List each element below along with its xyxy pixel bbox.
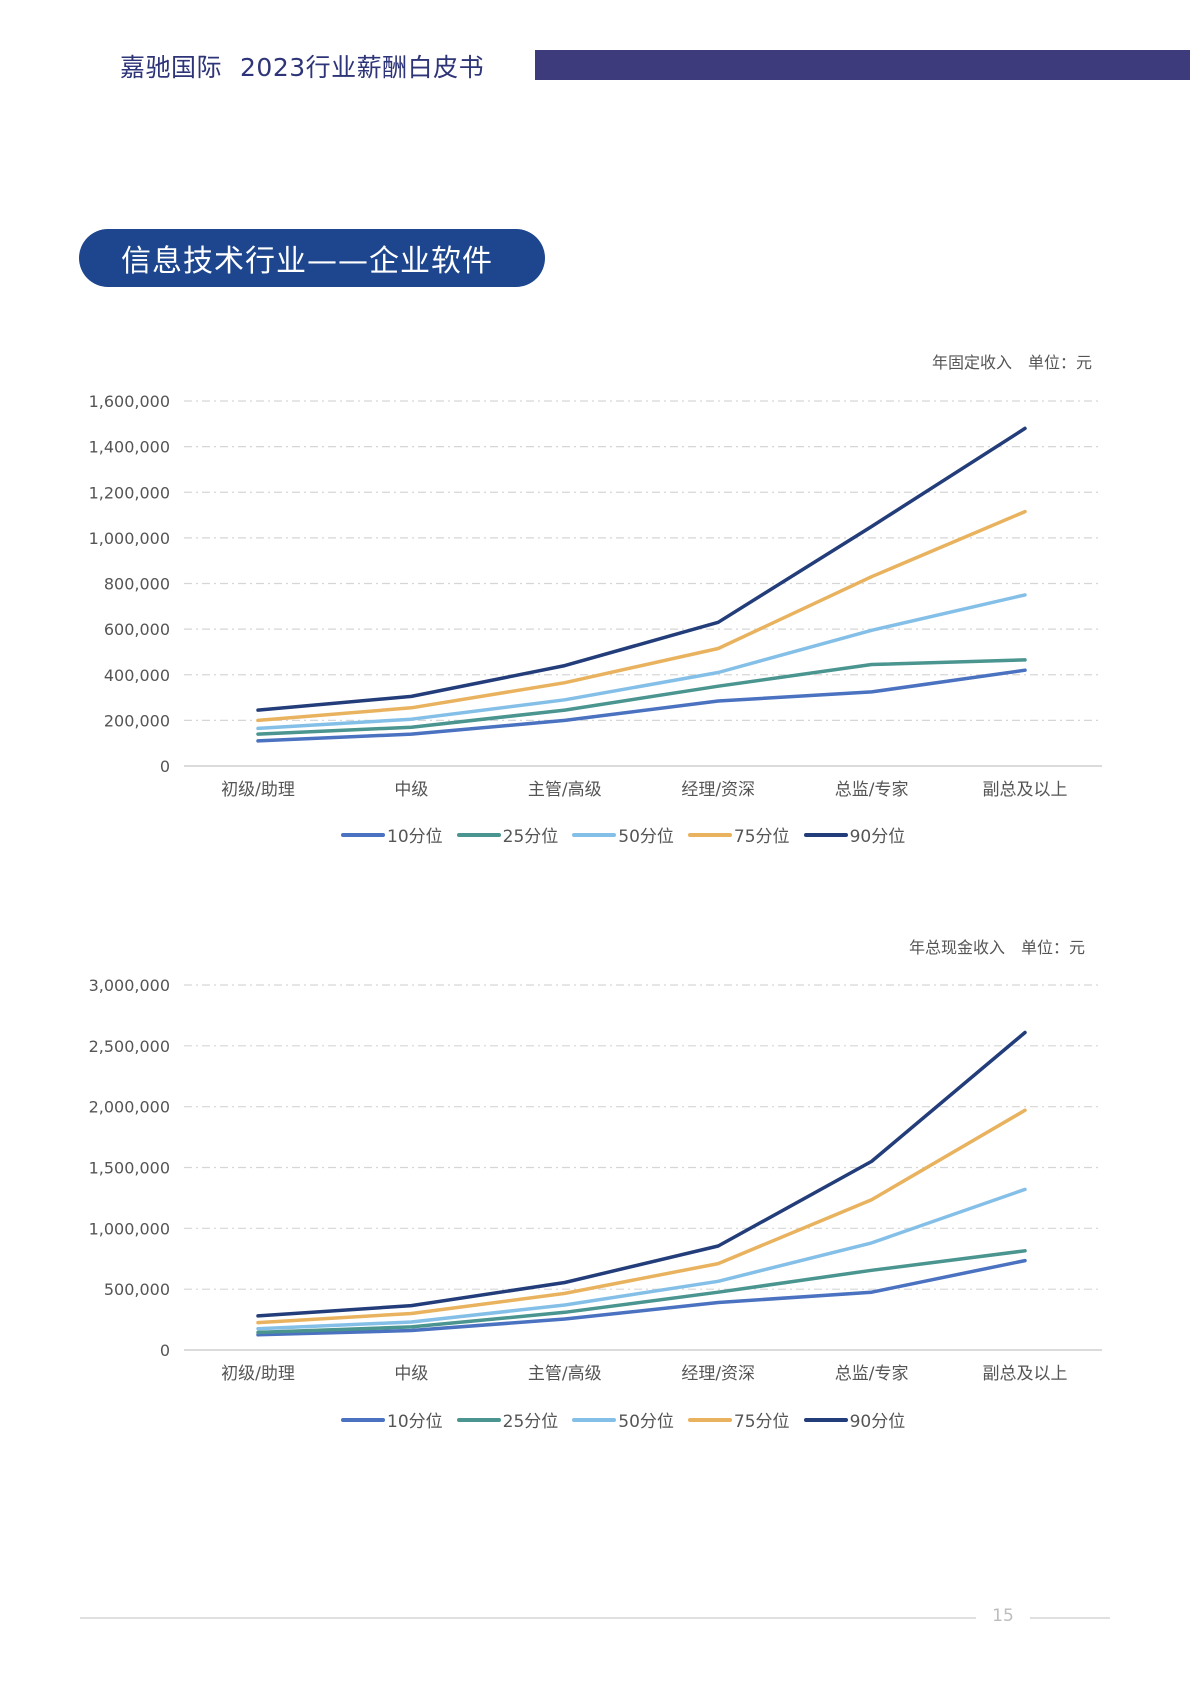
legend-item: 90分位 bbox=[803, 1407, 906, 1432]
section-title: 信息技术行业——企业软件 bbox=[121, 244, 493, 279]
line-chart: 0 200,000 400,000 600,000 800,000 1,000,000 1,… bbox=[89, 392, 1102, 800]
y-tick-label: 1,000,000 bbox=[89, 1219, 170, 1238]
legend-swatch bbox=[687, 1417, 732, 1422]
y-tick-label: 3,000,000 bbox=[89, 976, 170, 995]
x-tick-label: 副总及以上 bbox=[983, 1364, 1068, 1384]
y-tick-label: 0 bbox=[160, 1341, 170, 1360]
series-line-25分位 bbox=[256, 1249, 1027, 1335]
legend-swatch bbox=[803, 832, 848, 837]
chart-legend: 10分位 25分位 50分位 75分位 90分位 bbox=[341, 1407, 919, 1432]
legend-swatch bbox=[687, 832, 732, 837]
legend-label: 50分位 bbox=[618, 1412, 674, 1432]
legend-item: 50分位 bbox=[572, 822, 674, 847]
legend-label: 10分位 bbox=[387, 827, 443, 847]
y-tick-label: 1,400,000 bbox=[89, 438, 170, 457]
y-tick-label: 1,000,000 bbox=[89, 529, 170, 548]
x-tick-label: 副总及以上 bbox=[983, 780, 1068, 800]
series-line-10分位 bbox=[256, 668, 1027, 743]
x-tick-label: 主管/高级 bbox=[528, 1364, 602, 1384]
series-line-75分位 bbox=[256, 1108, 1027, 1325]
x-tick-label: 经理/资深 bbox=[681, 780, 755, 800]
unit-label: 单位：元 bbox=[1021, 938, 1086, 957]
legend-label: 25分位 bbox=[502, 827, 559, 847]
series-line-25分位 bbox=[256, 658, 1027, 736]
series-line-10分位 bbox=[256, 1258, 1027, 1337]
legend-swatch bbox=[341, 1417, 385, 1422]
x-tick-label: 中级 bbox=[394, 780, 428, 800]
y-tick-label: 400,000 bbox=[104, 666, 170, 685]
legend-item: 75分位 bbox=[687, 1407, 790, 1432]
y-tick-label: 2,500,000 bbox=[89, 1037, 170, 1056]
y-tick-label: 800,000 bbox=[104, 575, 170, 594]
unit-label: 单位：元 bbox=[1028, 353, 1093, 372]
legend-label: 25分位 bbox=[502, 1412, 559, 1432]
x-tick-label: 主管/高级 bbox=[528, 780, 602, 800]
brand-name: 嘉驰国际 bbox=[120, 53, 223, 82]
x-tick-label: 中级 bbox=[394, 1364, 428, 1384]
footer-divider bbox=[1030, 1617, 1110, 1619]
chart-title: 年固定收入 bbox=[932, 353, 1013, 372]
header-brand: 嘉驰国际 2023行业薪酬白皮书 bbox=[120, 48, 502, 84]
legend-label: 90分位 bbox=[849, 827, 906, 847]
footer-divider bbox=[80, 1617, 976, 1619]
x-tick-label: 初级/助理 bbox=[221, 1364, 295, 1384]
section-title-pill: 信息技术行业——企业软件 bbox=[79, 229, 545, 287]
y-tick-label: 1,200,000 bbox=[89, 483, 170, 502]
y-tick-label: 600,000 bbox=[104, 620, 170, 639]
y-tick-label: 200,000 bbox=[104, 711, 170, 730]
legend-swatch bbox=[341, 832, 385, 837]
series-line-90分位 bbox=[256, 426, 1027, 712]
series-line-50分位 bbox=[256, 1187, 1027, 1331]
legend-item: 10分位 bbox=[341, 822, 443, 847]
y-tick-label: 0 bbox=[160, 757, 170, 776]
chart-title: 年总现金收入 bbox=[909, 938, 1006, 957]
x-tick-label: 总监/专家 bbox=[835, 780, 909, 800]
chart-unit-label: 年总现金收入 单位：元 bbox=[909, 934, 1085, 958]
line-chart: 0 500,000 1,000,000 1,500,000 2,000,000 2,500… bbox=[89, 976, 1102, 1384]
legend-swatch bbox=[456, 1417, 501, 1422]
legend-swatch bbox=[572, 832, 617, 837]
legend-swatch bbox=[456, 832, 501, 837]
legend-swatch bbox=[572, 1417, 617, 1422]
legend-label: 75分位 bbox=[733, 1412, 790, 1432]
header-bar bbox=[535, 50, 1190, 80]
legend-swatch bbox=[803, 1417, 848, 1422]
legend-label: 50分位 bbox=[618, 827, 674, 847]
series-line-90分位 bbox=[256, 1030, 1027, 1318]
legend-label: 10分位 bbox=[387, 1412, 443, 1432]
legend-item: 50分位 bbox=[572, 1407, 674, 1432]
report-title: 2023行业薪酬白皮书 bbox=[240, 53, 485, 82]
x-tick-label: 经理/资深 bbox=[681, 1364, 755, 1384]
y-tick-label: 500,000 bbox=[104, 1280, 170, 1299]
legend-item: 25分位 bbox=[456, 822, 559, 847]
y-tick-label: 1,500,000 bbox=[89, 1159, 170, 1178]
series-line-50分位 bbox=[256, 593, 1027, 731]
x-tick-label: 总监/专家 bbox=[835, 1364, 909, 1384]
legend-item: 90分位 bbox=[803, 822, 906, 847]
legend-item: 75分位 bbox=[687, 822, 790, 847]
legend-item: 10分位 bbox=[341, 1407, 443, 1432]
chart-legend: 10分位 25分位 50分位 75分位 90分位 bbox=[341, 822, 919, 847]
legend-label: 75分位 bbox=[733, 827, 790, 847]
series-line-75分位 bbox=[256, 509, 1027, 723]
chart-unit-label: 年固定收入 单位：元 bbox=[932, 349, 1092, 373]
x-tick-label: 初级/助理 bbox=[221, 780, 295, 800]
legend-item: 25分位 bbox=[456, 1407, 559, 1432]
y-tick-label: 1,600,000 bbox=[89, 392, 170, 411]
y-tick-label: 2,000,000 bbox=[89, 1098, 170, 1117]
legend-label: 90分位 bbox=[849, 1412, 906, 1432]
page-number: 15 bbox=[992, 1606, 1014, 1626]
